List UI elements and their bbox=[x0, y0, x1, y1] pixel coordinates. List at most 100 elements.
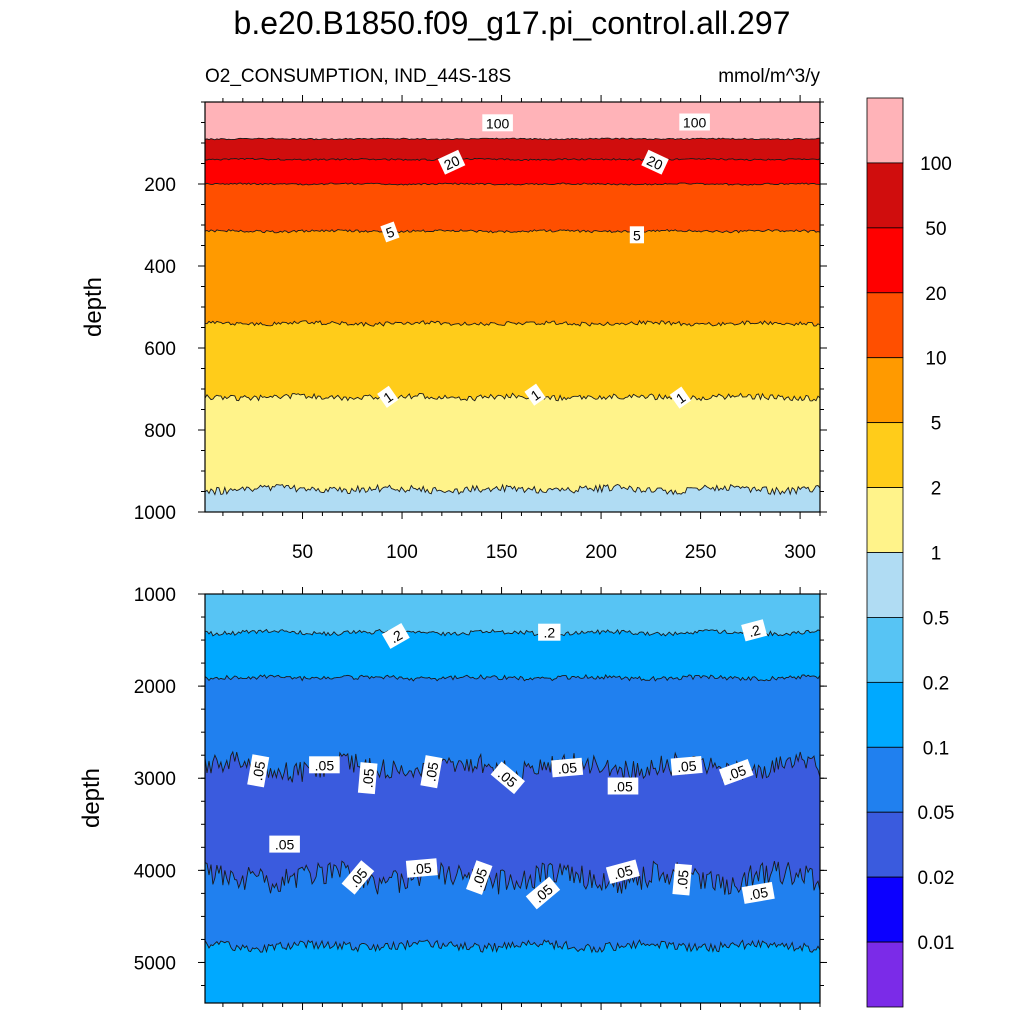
contour-label-box bbox=[482, 114, 513, 132]
contour-label: .05 bbox=[672, 863, 693, 896]
colorbar-swatch bbox=[866, 876, 904, 943]
y-tick-label: 4000 bbox=[134, 861, 176, 882]
contour-label-box bbox=[357, 762, 378, 795]
contour-label-text: 20 bbox=[441, 152, 462, 173]
colorbar-swatch bbox=[866, 487, 904, 553]
colorbar-label: 10 bbox=[925, 349, 946, 370]
contour-label: .05 bbox=[551, 757, 584, 778]
contour-label-box bbox=[607, 777, 639, 795]
contour-label-text: .05 bbox=[469, 866, 491, 890]
contour-label-text: 100 bbox=[486, 115, 510, 131]
lower-panel: .2 .2 .2 .05 .05 .05 .05 .05 .05 .05 .05 .05 .05 .05.… bbox=[78, 585, 827, 1010]
contour-label-text: .05 bbox=[412, 860, 433, 878]
contour-label-box bbox=[551, 757, 584, 778]
y-tick-label: 200 bbox=[144, 175, 176, 196]
contour-line bbox=[205, 392, 820, 402]
contour-label-text: 5 bbox=[633, 227, 641, 243]
contour-label-box bbox=[718, 759, 754, 786]
lower-contour-fill bbox=[205, 594, 820, 1003]
contour-label: .05 bbox=[309, 756, 340, 774]
lower-y-axis-label: depth bbox=[78, 768, 105, 828]
x-tick-label: 200 bbox=[585, 542, 617, 563]
colorbar-swatch bbox=[866, 357, 904, 424]
contour-label-text: .05 bbox=[747, 884, 769, 903]
lower-plot-frame bbox=[204, 593, 821, 1004]
contour-label: .2 bbox=[538, 623, 561, 641]
colorbar-label: 50 bbox=[925, 219, 946, 240]
colorbar-label: 1 bbox=[931, 544, 942, 565]
contour-label: .05 bbox=[670, 756, 703, 776]
colorbar-swatch bbox=[866, 811, 904, 878]
contour-label-box bbox=[629, 226, 644, 244]
contour-label-box bbox=[437, 149, 466, 175]
x-tick-label: 250 bbox=[685, 542, 717, 563]
contour-band bbox=[205, 393, 820, 512]
contour-label-box bbox=[380, 221, 400, 243]
contour-label-box bbox=[247, 754, 270, 788]
contour-label-box bbox=[466, 860, 493, 895]
contour-label: 100 bbox=[679, 113, 710, 131]
contour-label-text: .05 bbox=[676, 757, 697, 775]
contour-label-box bbox=[669, 386, 692, 409]
y-tick-label: 600 bbox=[144, 339, 176, 360]
contour-label-box bbox=[377, 385, 399, 408]
contour-band bbox=[205, 940, 820, 1003]
contour-label-text: .05 bbox=[612, 862, 635, 883]
contour-label-text: .05 bbox=[275, 837, 295, 853]
contour-label-box bbox=[741, 881, 775, 904]
contour-label-text: .2 bbox=[543, 625, 555, 641]
y-tick-label: 5000 bbox=[134, 953, 176, 974]
contour-label: 5 bbox=[629, 226, 644, 244]
x-tick-label: 50 bbox=[292, 542, 313, 563]
contour-label: .05 bbox=[741, 881, 775, 904]
contour-label-text: 100 bbox=[683, 115, 707, 131]
contour-label: .05 bbox=[247, 754, 270, 788]
lower-axis-ticks: 1000 2000 3000 4000 5000 bbox=[134, 585, 827, 1010]
contour-label-box bbox=[309, 756, 340, 774]
variable-subtitle: O2_CONSUMPTION, IND_44S-18S bbox=[205, 66, 511, 87]
colorbar-swatch bbox=[866, 746, 904, 813]
y-tick-label: 1000 bbox=[134, 585, 176, 606]
contour-label: 1 bbox=[377, 385, 399, 408]
contour-label-box bbox=[420, 755, 443, 789]
contour-label: 1 bbox=[669, 386, 692, 409]
contour-label: 100 bbox=[482, 114, 513, 132]
colorbar-label: 0.1 bbox=[923, 738, 949, 759]
colorbar-label: 2 bbox=[931, 479, 942, 500]
contour-label-text: .05 bbox=[725, 762, 749, 784]
colorbar: 100 50 20 10 5 2 1 0.5 0.2 0.1 0.05 0.02 0.01 bbox=[866, 97, 955, 1008]
contour-label-text: .05 bbox=[359, 768, 377, 789]
colorbar-swatch bbox=[866, 292, 904, 359]
contour-line bbox=[205, 182, 820, 186]
contour-label-text: .05 bbox=[674, 869, 692, 890]
contour-label-box bbox=[341, 860, 375, 895]
contour-line bbox=[205, 483, 820, 496]
y-tick-label: 800 bbox=[144, 421, 176, 442]
x-tick-label: 100 bbox=[386, 542, 418, 563]
units-subtitle: mmol/m^3/y bbox=[718, 66, 820, 87]
colorbar-swatch bbox=[866, 162, 904, 229]
contour-label-text: 20 bbox=[644, 152, 665, 173]
y-tick-label: 400 bbox=[144, 257, 176, 278]
contour-label: .05 bbox=[466, 860, 493, 895]
colorbar-label: 100 bbox=[920, 154, 952, 175]
contour-label: 20 bbox=[437, 149, 466, 175]
y-tick-label: 1000 bbox=[134, 503, 176, 524]
upper-panel: 100 100 20 20 5 5 1 1 1 200 400 600 800 1000 50 100 150… bbox=[80, 95, 827, 563]
contour-label-box bbox=[524, 383, 546, 406]
colorbar-label: 0.05 bbox=[918, 803, 955, 824]
contour-label-box bbox=[679, 113, 710, 131]
upper-contour-lines bbox=[205, 137, 820, 496]
colorbar-swatch bbox=[866, 422, 904, 488]
contour-label-box bbox=[605, 859, 640, 884]
colorbar-swatch bbox=[866, 227, 904, 294]
contour-label-text: .05 bbox=[557, 759, 578, 777]
contour-label-box bbox=[269, 835, 300, 853]
contour-label-box bbox=[670, 756, 703, 776]
colorbar-swatch bbox=[866, 941, 904, 1008]
contour-label: .05 bbox=[357, 762, 378, 795]
x-tick-label: 150 bbox=[486, 542, 518, 563]
y-tick-label: 2000 bbox=[134, 677, 176, 698]
colorbar-swatch bbox=[866, 552, 904, 618]
contour-label-text: .2 bbox=[747, 622, 763, 641]
